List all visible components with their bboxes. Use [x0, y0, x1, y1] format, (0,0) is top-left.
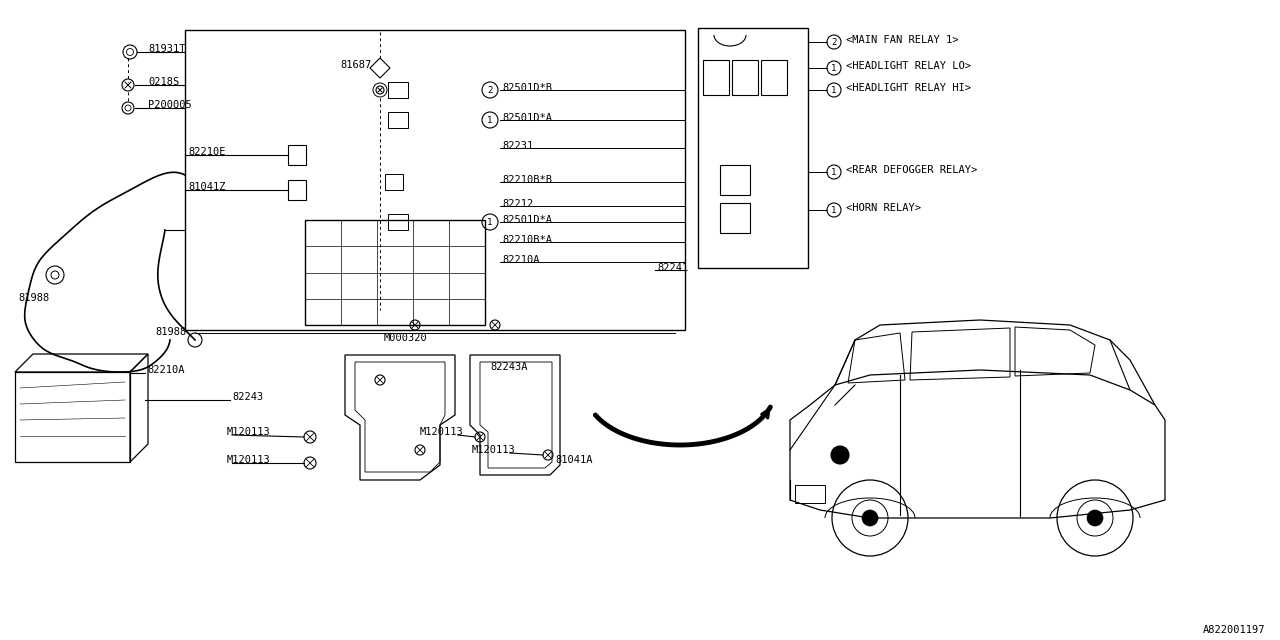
- Text: 82231: 82231: [502, 141, 534, 151]
- Text: 82501D*B: 82501D*B: [502, 83, 552, 93]
- Text: 81687: 81687: [340, 60, 371, 70]
- Text: 81931T: 81931T: [148, 44, 186, 54]
- Text: 81988: 81988: [18, 293, 49, 303]
- Text: 82243A: 82243A: [490, 362, 527, 372]
- Text: 82212: 82212: [502, 199, 534, 209]
- Text: 81041Z: 81041Z: [188, 182, 225, 192]
- Text: <REAR DEFOGGER RELAY>: <REAR DEFOGGER RELAY>: [846, 165, 977, 175]
- Text: 2: 2: [488, 86, 493, 95]
- Text: 82210B*A: 82210B*A: [502, 235, 552, 245]
- Text: 82210E: 82210E: [188, 147, 225, 157]
- Bar: [762, 60, 787, 95]
- Text: 1: 1: [831, 205, 837, 214]
- Text: 0218S: 0218S: [148, 77, 179, 87]
- Text: <HEADLIGHT RELAY LO>: <HEADLIGHT RELAY LO>: [846, 61, 972, 71]
- Circle shape: [51, 271, 59, 279]
- Circle shape: [1087, 510, 1103, 526]
- Bar: [388, 214, 408, 230]
- Text: 1: 1: [488, 115, 493, 125]
- Text: P200005: P200005: [148, 100, 192, 110]
- Text: <HEADLIGHT RELAY HI>: <HEADLIGHT RELAY HI>: [846, 83, 972, 93]
- Text: A822001197: A822001197: [1202, 625, 1265, 635]
- Bar: [288, 145, 306, 165]
- Bar: [15, 372, 131, 462]
- Text: 1: 1: [488, 218, 493, 227]
- Bar: [305, 220, 485, 325]
- Text: 81041A: 81041A: [556, 455, 593, 465]
- Text: <MAIN FAN RELAY 1>: <MAIN FAN RELAY 1>: [846, 35, 959, 45]
- Text: M120113: M120113: [227, 455, 271, 465]
- Text: M120113: M120113: [420, 427, 463, 437]
- Bar: [795, 485, 826, 503]
- Text: 82210B*B: 82210B*B: [502, 175, 552, 185]
- Text: M000320: M000320: [383, 333, 426, 343]
- Bar: [388, 82, 408, 98]
- Text: 1: 1: [831, 86, 837, 95]
- Circle shape: [861, 510, 878, 526]
- Bar: [732, 60, 758, 95]
- Bar: [721, 203, 750, 233]
- Text: 1: 1: [831, 63, 837, 72]
- Bar: [186, 30, 685, 330]
- Text: 2: 2: [831, 38, 837, 47]
- Text: <HORN RELAY>: <HORN RELAY>: [846, 203, 922, 213]
- Text: 82501D*A: 82501D*A: [502, 113, 552, 123]
- Text: M120113: M120113: [472, 445, 516, 455]
- Bar: [721, 165, 750, 195]
- Bar: [698, 28, 808, 268]
- Text: 1: 1: [831, 168, 837, 177]
- Bar: [388, 112, 408, 128]
- Text: 82210A: 82210A: [502, 255, 539, 265]
- Text: 82241: 82241: [657, 263, 689, 273]
- Bar: [288, 180, 306, 200]
- Text: 82501D*A: 82501D*A: [502, 215, 552, 225]
- Text: 82210A: 82210A: [147, 365, 184, 375]
- Text: M120113: M120113: [227, 427, 271, 437]
- Text: 81988: 81988: [155, 327, 187, 337]
- Bar: [385, 174, 403, 190]
- Text: 82243: 82243: [232, 392, 264, 402]
- Bar: [703, 60, 730, 95]
- Circle shape: [831, 446, 849, 464]
